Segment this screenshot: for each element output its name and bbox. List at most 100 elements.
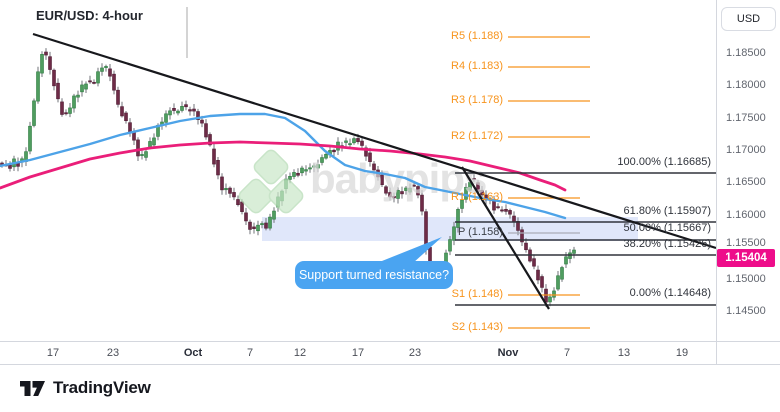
pivot-label: R4 (1.183) [451, 60, 503, 72]
candle-body [472, 178, 476, 180]
time-axis[interactable]: 17 23 Oct 7 12 17 23 Nov 7 13 19 [0, 341, 780, 365]
time-tick-label: 17 [351, 347, 365, 359]
candle-body [88, 80, 92, 83]
candle-body [172, 108, 176, 111]
candle-body [388, 192, 392, 198]
falling-trendline-major[interactable] [32, 32, 716, 250]
pivot-label: R3 (1.178) [451, 94, 503, 106]
candle-body [236, 199, 240, 206]
candle-body [176, 110, 180, 114]
price-tick-label: 1.14500 [726, 305, 766, 317]
candle-body [420, 194, 424, 212]
candle-body [264, 222, 268, 229]
candle-body [220, 176, 224, 191]
pivot-label: R2 (1.172) [451, 130, 503, 142]
candle-body [304, 169, 308, 172]
pivot-label: P (1.158) [457, 226, 503, 238]
chart-plot[interactable]: babypips EUR/USD: 4-hour R5 (1.188) R4 (1… [0, 0, 716, 341]
candle-body [200, 119, 204, 124]
time-tick-label: 23 [106, 347, 120, 359]
candle-body [192, 108, 196, 112]
time-tick-label: 23 [408, 347, 422, 359]
candle-body [448, 239, 452, 252]
candle-body [124, 112, 128, 122]
candle-body [184, 104, 188, 108]
fib-label: 61.80% (1.15907) [623, 205, 711, 217]
candle-body [56, 82, 60, 100]
candle-body [524, 242, 528, 251]
candle-body [92, 81, 96, 84]
candle-body [116, 89, 120, 105]
currency-button[interactable]: USD [721, 7, 776, 31]
annotation-text: Support turned resistance? [298, 268, 450, 282]
chart-canvas[interactable]: babypips [0, 0, 716, 341]
candle-body [144, 151, 148, 158]
falling-trendline-steep[interactable] [461, 166, 550, 310]
price-axis[interactable]: USD 1.18500 1.18000 1.17500 1.17000 1.16500 1… [716, 0, 780, 341]
pivot-label: S1 (1.148) [451, 288, 503, 300]
babypips-logo-icon [238, 149, 304, 214]
candle-body [52, 69, 56, 87]
annotation-callout[interactable]: Support turned resistance? [295, 261, 453, 289]
time-tick-label: 13 [617, 347, 631, 359]
candle-body [132, 131, 136, 141]
candle-body [412, 184, 416, 187]
candle-body [60, 101, 64, 115]
candle-body [544, 288, 548, 303]
candle-body [204, 123, 208, 138]
candle-body [72, 95, 76, 109]
candle-body [8, 164, 12, 169]
candle-body [464, 186, 468, 200]
candle-body [44, 51, 48, 56]
fib-label: 38.20% (1.15426) [623, 238, 711, 250]
price-tick-label: 1.17000 [726, 144, 766, 156]
candle-body [84, 83, 88, 90]
chart-title: EUR/USD: 4-hour [36, 8, 143, 23]
candle-body [32, 100, 36, 126]
candle-body [540, 276, 544, 288]
candle-body [352, 138, 356, 144]
candle-body [268, 216, 272, 229]
candle-body [372, 163, 376, 171]
pivot-label: R5 (1.188) [451, 30, 503, 42]
candle-body [520, 229, 524, 243]
candle-body [552, 290, 556, 298]
price-tick-label: 1.18000 [726, 79, 766, 91]
candle-body [296, 172, 300, 176]
candle-body [360, 140, 364, 146]
pivot-label: R1 (1.163) [451, 191, 503, 203]
candle-body [80, 84, 84, 93]
candle-body [380, 174, 384, 185]
candle-body [532, 258, 536, 267]
candle-body [68, 107, 72, 114]
axis-corner-divider [716, 341, 717, 365]
candle-body [100, 67, 104, 72]
tradingview-logo[interactable]: TradingView [20, 378, 151, 398]
candle-body [316, 164, 320, 169]
time-tick-label: 7 [246, 347, 254, 359]
candle-body [500, 209, 504, 212]
footer: TradingView [0, 365, 780, 412]
time-tick-label: Nov [497, 347, 519, 359]
candle-body [480, 189, 484, 196]
candle-body [104, 66, 108, 68]
candle-body [36, 71, 40, 102]
candle-body [348, 143, 352, 146]
candle-body [212, 148, 216, 165]
candle-body [272, 210, 276, 220]
candle-body [468, 182, 472, 191]
candle-body [572, 249, 576, 254]
candle-body [112, 73, 116, 91]
candle-body [508, 210, 512, 215]
last-price-badge: 1.15404 [717, 249, 775, 267]
candle-body [368, 152, 372, 162]
candle-body [344, 140, 348, 143]
candle-body [128, 122, 132, 133]
candle-body [108, 68, 112, 77]
candle-body [356, 138, 360, 143]
candle-body [416, 186, 420, 196]
candle-body [556, 275, 560, 290]
candle-body [232, 192, 236, 198]
time-tick-label: Oct [183, 347, 203, 359]
candle-body [216, 160, 220, 176]
